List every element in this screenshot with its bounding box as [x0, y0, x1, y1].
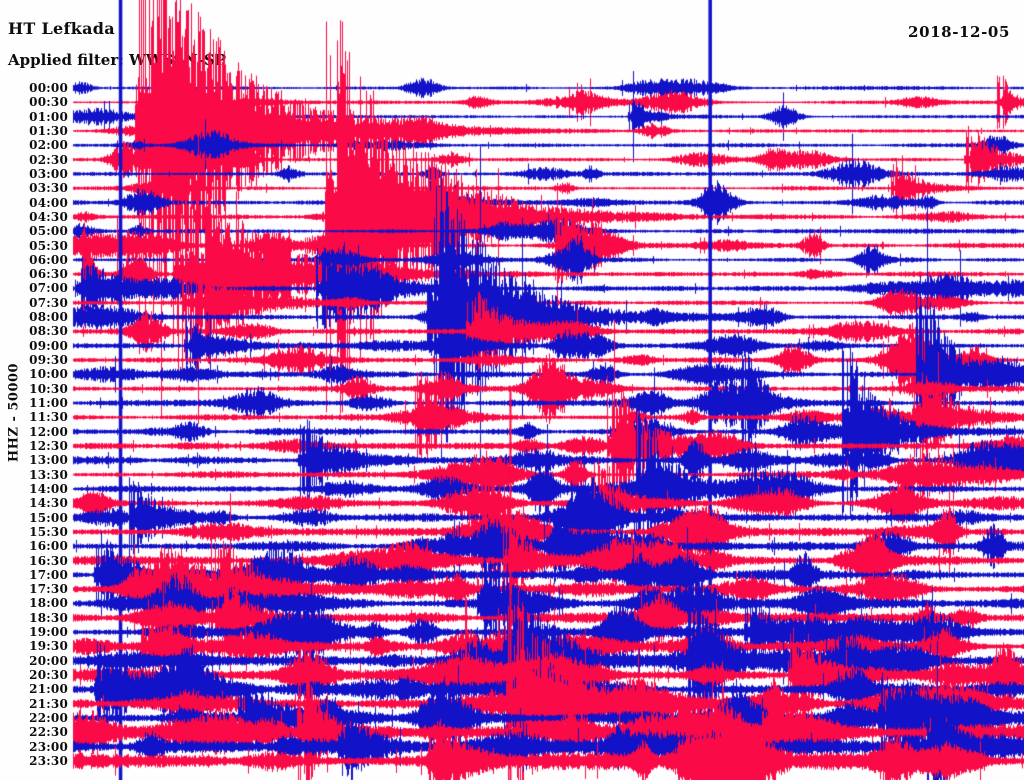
seismogram-traces-canvas	[0, 0, 1024, 780]
helicorder-page: HT Lefkada Applied filter: WWSSN-SP 2018…	[0, 0, 1024, 780]
